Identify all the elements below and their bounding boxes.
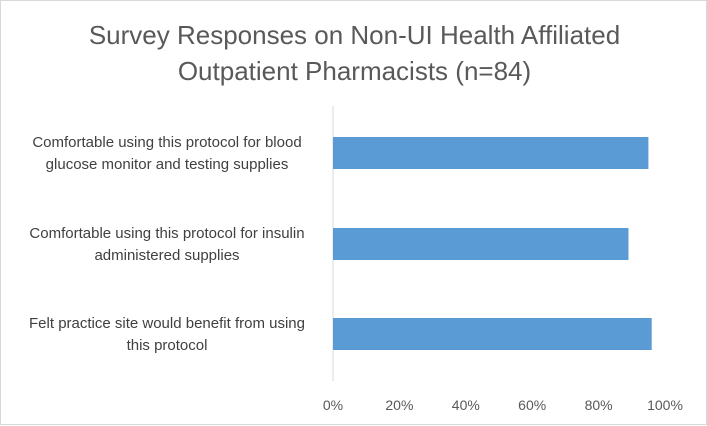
category-label-1: Comfortable using this protocol for bloo… — [32, 134, 301, 173]
category-label-2: Comfortable using this protocol for insu… — [29, 225, 304, 264]
chart-title-line-2: Outpatient Pharmacists (n=84) — [177, 56, 532, 86]
x-tick-label-100: 100% — [647, 397, 683, 413]
bar-1 — [333, 137, 649, 169]
x-tick-label-20: 20% — [385, 397, 413, 413]
x-tick-label-0: 0% — [323, 397, 343, 413]
chart-title: Survey Responses on Non-UI Health Affili… — [1, 17, 707, 89]
chart-title-line-1: Survey Responses on Non-UI Health Affili… — [88, 20, 621, 50]
x-tick-label-40: 40% — [452, 397, 480, 413]
bar-3 — [333, 318, 652, 350]
x-tick-label-60: 60% — [518, 397, 546, 413]
x-tick-label-80: 80% — [585, 397, 613, 413]
bar-2 — [333, 228, 629, 260]
category-label-3: Felt practice site would benefit from us… — [29, 315, 305, 354]
